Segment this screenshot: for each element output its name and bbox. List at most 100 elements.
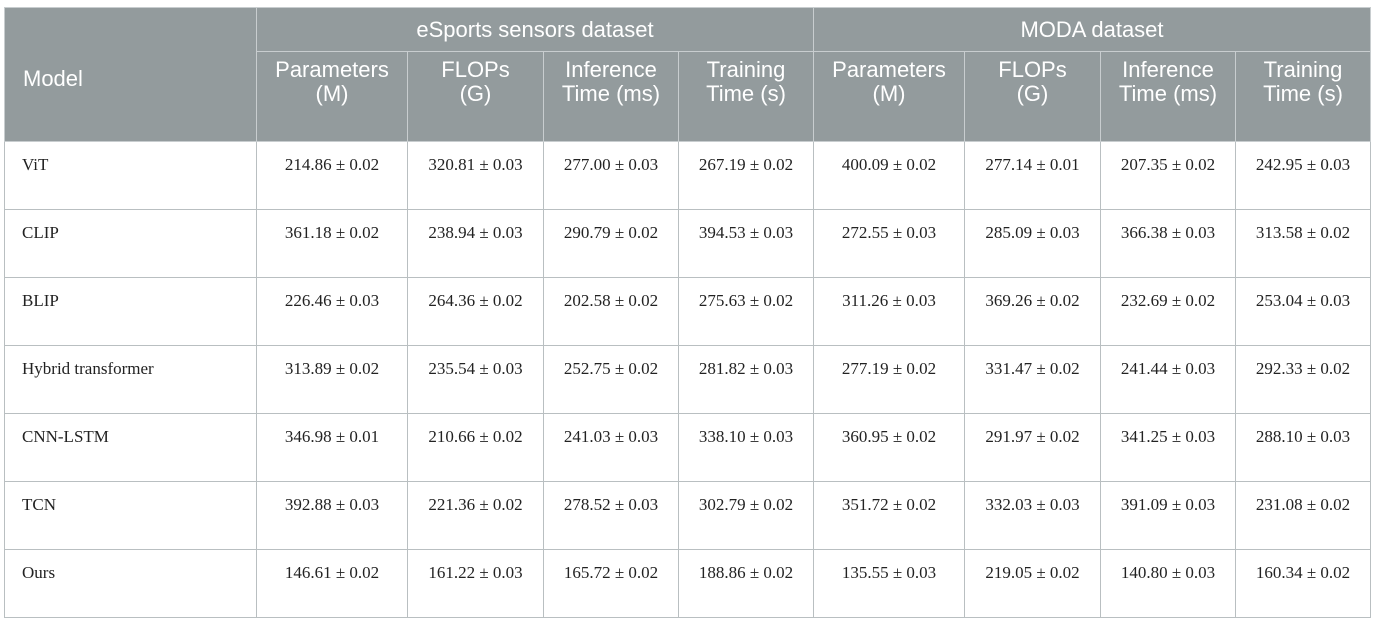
value-text: 231.08 ± 0.02	[1255, 495, 1351, 514]
table-container: Model eSports sensors dataset MODA datas…	[4, 7, 1372, 618]
model-name-cell: CNN-LSTM	[4, 413, 257, 482]
value-text: 221.36 ± 0.02	[428, 495, 523, 514]
value-cell: 278.52 ± 0.03	[543, 481, 679, 550]
value-cell: 275.63 ± 0.02	[678, 277, 814, 346]
value-text: 392.88 ± 0.03	[284, 495, 380, 514]
value-cell: 221.36 ± 0.02	[407, 481, 544, 550]
value-cell: 366.38 ± 0.03	[1100, 209, 1236, 278]
value-cell: 281.82 ± 0.03	[678, 345, 814, 414]
value-text: 285.09 ± 0.03	[985, 223, 1080, 242]
value-text: 188.86 ± 0.02	[698, 563, 794, 582]
table-row: CLIP 361.18 ± 0.02 238.94 ± 0.03 290.79 ± 0…	[4, 209, 1372, 278]
value-text: 241.44 ± 0.03	[1120, 359, 1216, 378]
value-cell: 146.61 ± 0.02	[256, 549, 408, 618]
value-text: 277.00 ± 0.03	[563, 155, 659, 174]
value-text: 210.66 ± 0.02	[428, 427, 523, 446]
value-cell: 292.33 ± 0.02	[1234, 345, 1372, 414]
model-name-cell: CLIP	[4, 209, 257, 278]
table-row: Hybrid transformer 313.89 ± 0.02 235.54 ± …	[4, 345, 1372, 414]
value-text: 219.05 ± 0.02	[985, 563, 1080, 582]
value-text: 241.03 ± 0.03	[563, 427, 659, 446]
value-text: 277.19 ± 0.02	[841, 359, 937, 378]
header-group-esports: eSports sensors dataset	[256, 7, 814, 52]
value-cell: 331.47 ± 0.02	[964, 345, 1101, 414]
value-text: 366.38 ± 0.03	[1120, 223, 1216, 242]
value-cell: 235.54 ± 0.03	[407, 345, 544, 414]
value-text: 288.10 ± 0.03	[1255, 427, 1351, 446]
value-cell: 392.88 ± 0.03	[256, 481, 408, 550]
model-name-cell: ViT	[4, 141, 257, 210]
value-cell: 277.19 ± 0.02	[813, 345, 965, 414]
value-text: 253.04 ± 0.03	[1255, 291, 1351, 310]
value-text: 202.58 ± 0.02	[563, 291, 659, 310]
value-cell: 313.89 ± 0.02	[256, 345, 408, 414]
value-cell: 285.09 ± 0.03	[964, 209, 1101, 278]
value-cell: 135.55 ± 0.03	[813, 549, 965, 618]
value-cell: 291.97 ± 0.02	[964, 413, 1101, 482]
value-text: 290.79 ± 0.02	[563, 223, 659, 242]
value-text: 346.98 ± 0.01	[284, 427, 380, 446]
value-text: 394.53 ± 0.03	[698, 223, 794, 242]
value-cell: 267.19 ± 0.02	[678, 141, 814, 210]
value-cell: 232.69 ± 0.02	[1100, 277, 1236, 346]
value-cell: 160.34 ± 0.02	[1234, 549, 1372, 618]
value-text: 278.52 ± 0.03	[563, 495, 659, 514]
value-cell: 400.09 ± 0.02	[813, 141, 965, 210]
value-cell: 338.10 ± 0.03	[678, 413, 814, 482]
value-cell: 351.72 ± 0.02	[813, 481, 965, 550]
value-text: 235.54 ± 0.03	[428, 359, 523, 378]
value-text: 281.82 ± 0.03	[698, 359, 794, 378]
value-text: 135.55 ± 0.03	[841, 563, 937, 582]
value-text: 140.80 ± 0.03	[1120, 563, 1216, 582]
header-col-flops: FLOPs (G)	[407, 51, 544, 142]
header-col-inference-time: Inference Time (ms)	[543, 51, 679, 142]
header-col-flops: FLOPs (G)	[964, 51, 1101, 142]
value-text: 351.72 ± 0.02	[841, 495, 937, 514]
header-col-parameters: Parameters (M)	[813, 51, 965, 142]
model-name-cell: TCN	[4, 481, 257, 550]
value-text: 361.18 ± 0.02	[284, 223, 380, 242]
value-text: 207.35 ± 0.02	[1120, 155, 1216, 174]
table-row: ViT 214.86 ± 0.02 320.81 ± 0.03 277.00 ± 0.…	[4, 141, 1372, 210]
value-cell: 226.46 ± 0.03	[256, 277, 408, 346]
value-text: 311.26 ± 0.03	[842, 291, 936, 310]
model-name-cell: Ours	[4, 549, 257, 618]
value-cell: 391.09 ± 0.03	[1100, 481, 1236, 550]
value-cell: 253.04 ± 0.03	[1234, 277, 1372, 346]
value-text: 214.86 ± 0.02	[284, 155, 380, 174]
table-row: CNN-LSTM 346.98 ± 0.01 210.66 ± 0.02 241.03…	[4, 413, 1372, 482]
value-cell: 332.03 ± 0.03	[964, 481, 1101, 550]
header-col-training-time: Training Time (s)	[1234, 51, 1372, 142]
header-col-training-time: Training Time (s)	[678, 51, 814, 142]
value-text: 275.63 ± 0.02	[698, 291, 794, 310]
value-text: 400.09 ± 0.02	[841, 155, 937, 174]
value-text: 252.75 ± 0.02	[563, 359, 659, 378]
value-cell: 290.79 ± 0.02	[543, 209, 679, 278]
value-cell: 277.00 ± 0.03	[543, 141, 679, 210]
value-text: 360.95 ± 0.02	[841, 427, 937, 446]
value-cell: 207.35 ± 0.02	[1100, 141, 1236, 210]
value-text: 369.26 ± 0.02	[985, 291, 1080, 310]
value-cell: 161.22 ± 0.03	[407, 549, 544, 618]
value-text: 313.89 ± 0.02	[284, 359, 380, 378]
model-name-cell: Hybrid transformer	[4, 345, 257, 414]
value-text: 267.19 ± 0.02	[698, 155, 794, 174]
value-cell: 188.86 ± 0.02	[678, 549, 814, 618]
value-cell: 242.95 ± 0.03	[1234, 141, 1372, 210]
value-text: 277.14 ± 0.01	[985, 155, 1080, 174]
value-cell: 320.81 ± 0.03	[407, 141, 544, 210]
value-cell: 219.05 ± 0.02	[964, 549, 1101, 618]
header-model: Model	[4, 7, 257, 142]
value-text: 264.36 ± 0.02	[428, 291, 523, 310]
value-cell: 238.94 ± 0.03	[407, 209, 544, 278]
value-text: 146.61 ± 0.02	[284, 563, 380, 582]
value-cell: 360.95 ± 0.02	[813, 413, 965, 482]
value-cell: 272.55 ± 0.03	[813, 209, 965, 278]
table-row: TCN 392.88 ± 0.03 221.36 ± 0.02 278.52 ± 0.…	[4, 481, 1372, 550]
results-table: Model eSports sensors dataset MODA datas…	[4, 7, 1372, 618]
value-cell: 288.10 ± 0.03	[1234, 413, 1372, 482]
value-cell: 241.44 ± 0.03	[1100, 345, 1236, 414]
table-row: BLIP 226.46 ± 0.03 264.36 ± 0.02 202.58 ± 0…	[4, 277, 1372, 346]
value-cell: 361.18 ± 0.02	[256, 209, 408, 278]
value-text: 242.95 ± 0.03	[1255, 155, 1351, 174]
